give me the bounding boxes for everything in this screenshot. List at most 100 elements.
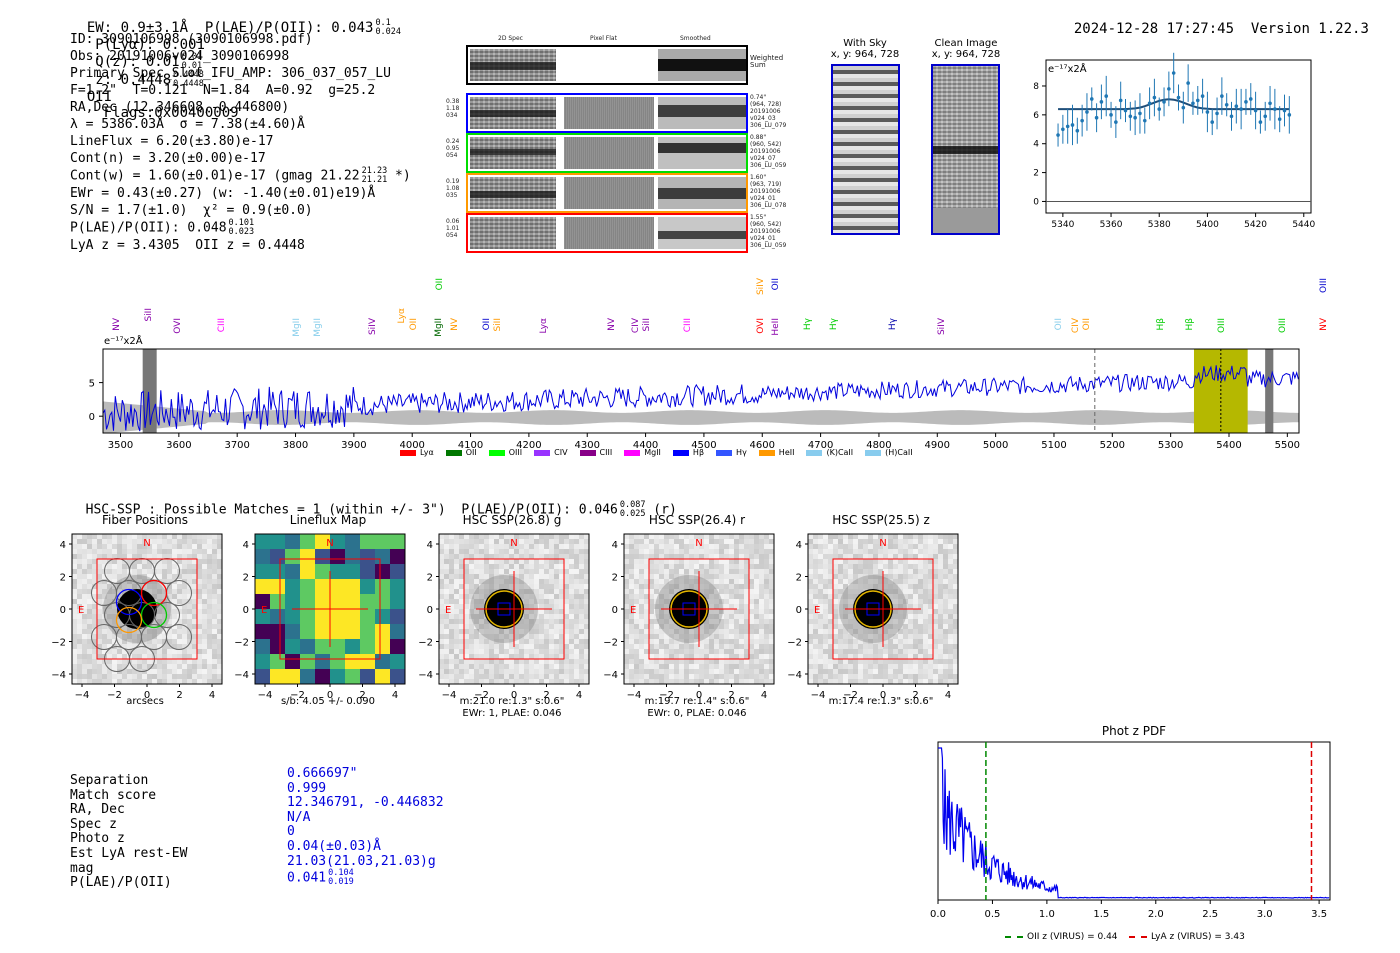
cutout-pixel [549,664,554,669]
cutout-pixel [549,549,554,554]
cutout-pixel [187,649,192,654]
cutout-pixel [669,569,674,574]
cutout-pixel [182,544,187,549]
cutout-pixel [534,649,539,654]
cutout-pixel [454,614,459,619]
cutout-pixel [112,574,117,579]
cutout-pixel [933,634,938,639]
cutout-pixel [494,669,499,674]
zoom-data-point [1186,81,1190,85]
cutout-pixel [534,629,539,634]
cutout-pixel [459,599,464,604]
cutout-pixel [449,539,454,544]
cutout-pixel [883,559,888,564]
info-slot: Primary Spec_Slot_IFU_AMP: 306_037_057_L… [70,66,391,81]
cutout-pixel [539,629,544,634]
cutout-pixel [928,559,933,564]
cutout-pixel [534,539,539,544]
cutout-pixel [913,559,918,564]
lineflux-pixel [375,624,390,639]
cutout-pixel [117,639,122,644]
cutout-pixel [449,554,454,559]
lineflux-pixel [375,609,390,624]
cutout-pixel [838,574,843,579]
cutout-pixel [624,559,629,564]
cutout-pixel [893,559,898,564]
cutout-pixel [838,549,843,554]
cutout-pixel [544,634,549,639]
cutout-pixel [122,544,127,549]
cutout-pixel [72,549,77,554]
cutout-pixel [629,664,634,669]
cutout-pixel [554,594,559,599]
cutout-pixel [122,564,127,569]
cutout-pixel [739,634,744,639]
cutout-pixel [539,614,544,619]
cutout-pixel [212,539,217,544]
cutout-y-tick-label: 4 [427,540,433,551]
cutout-pixel [167,619,172,624]
cutout-pixel [559,609,564,614]
zoom-data-point [1181,105,1186,110]
cutout-pixel [664,569,669,574]
cutout-pixel [514,674,519,679]
cutout-pixel [72,664,77,669]
cutout-pixel [948,609,953,614]
cutout-pixel [769,554,774,559]
cutout-pixel [474,559,479,564]
spectrum-x-tick-label: 4100 [458,440,483,451]
cutout-x-tick-label: −4 [75,690,90,701]
cutout-pixel [943,639,948,644]
cutout-pixel [564,579,569,584]
lineflux-pixel [390,549,405,564]
cutout-pixel [704,559,709,564]
cutout-pixel [544,569,549,574]
cutout-pixel [674,669,679,674]
lineflux-pixel [360,549,375,564]
cutout-pixel [953,569,958,574]
cutout-pixel [893,634,898,639]
cutout-pixel [709,579,714,584]
cutout-pixel [182,634,187,639]
cutout-pixel [192,669,197,674]
cutout-pixel [679,634,684,639]
cutout-pixel [564,594,569,599]
lineflux-pixel [285,639,300,654]
cutout-pixel [549,604,554,609]
cutout-pixel [863,674,868,679]
cutout-pixel [734,539,739,544]
cutout-pixel [489,624,494,629]
cutout-pixel [813,629,818,634]
cutout-pixel [172,534,177,539]
cutout-pixel [177,559,182,564]
cutout-pixel [187,644,192,649]
cutout-pixel [444,639,449,644]
cutout-pixel [634,539,639,544]
fiber-green [140,601,168,629]
cutout-pixel [749,559,754,564]
spectrum-line-label: MgII [312,318,323,337]
cutout-pixel [684,544,689,549]
cutout-pixel [544,574,549,579]
cutout-pixel [639,549,644,554]
cutout-pixel [908,589,913,594]
spectrum-error-band [103,401,1299,434]
cutout-pixel [192,614,197,619]
cutout-pixel [843,549,848,554]
cutout-pixel [554,589,559,594]
cutout-pixel [569,564,574,569]
cutout-pixel [639,559,644,564]
cutout-pixel [519,619,524,624]
cutout-pixel [439,649,444,654]
lineflux-pixel [255,579,270,594]
cutout-pixel [624,609,629,614]
cutout-pixel [117,674,122,679]
cutout-pixel [634,564,639,569]
cutout-pixel [684,549,689,554]
cutout-pixel [848,589,853,594]
cutout-pixel [764,679,769,684]
cutout-pixel [719,669,724,674]
cutout-pixel [639,634,644,639]
cutout-pixel [539,624,544,629]
cutout-pixel [823,539,828,544]
